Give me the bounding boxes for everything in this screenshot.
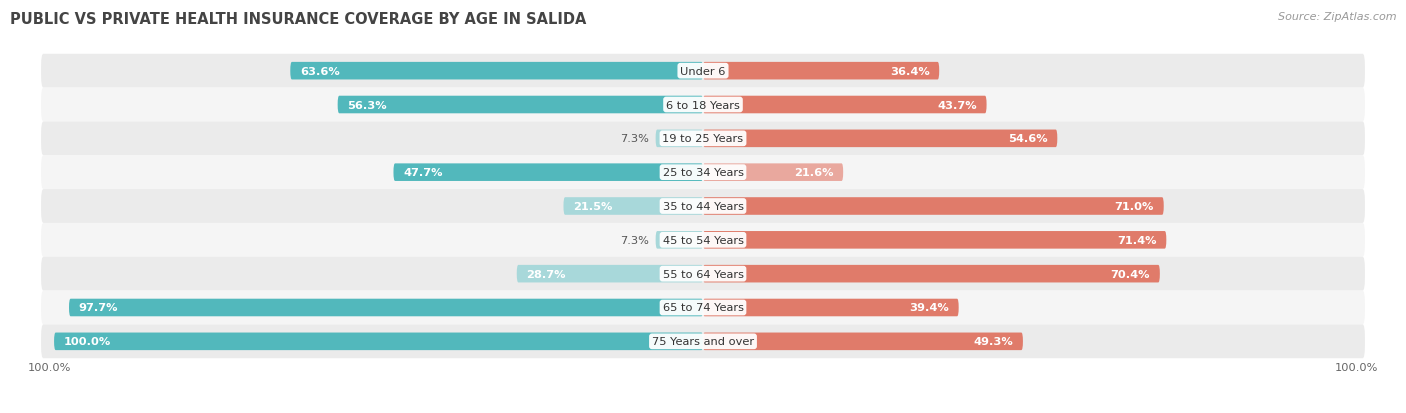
Text: 75 Years and over: 75 Years and over [652,337,754,347]
FancyBboxPatch shape [337,97,703,114]
Text: PUBLIC VS PRIVATE HEALTH INSURANCE COVERAGE BY AGE IN SALIDA: PUBLIC VS PRIVATE HEALTH INSURANCE COVER… [10,12,586,27]
Text: Under 6: Under 6 [681,66,725,76]
FancyBboxPatch shape [703,333,1024,350]
FancyBboxPatch shape [41,325,1365,358]
Text: 45 to 54 Years: 45 to 54 Years [662,235,744,245]
FancyBboxPatch shape [41,291,1365,325]
FancyBboxPatch shape [703,198,1164,215]
Text: 43.7%: 43.7% [938,100,977,110]
FancyBboxPatch shape [41,156,1365,190]
FancyBboxPatch shape [703,164,844,182]
Text: 70.4%: 70.4% [1111,269,1150,279]
Text: 54.6%: 54.6% [1008,134,1047,144]
FancyBboxPatch shape [41,257,1365,291]
FancyBboxPatch shape [41,190,1365,223]
Text: 71.0%: 71.0% [1115,202,1154,211]
FancyBboxPatch shape [41,55,1365,88]
Text: 49.3%: 49.3% [973,337,1014,347]
Text: 100.0%: 100.0% [1334,363,1378,373]
Text: 35 to 44 Years: 35 to 44 Years [662,202,744,211]
FancyBboxPatch shape [517,265,703,283]
FancyBboxPatch shape [290,63,703,80]
Text: 21.6%: 21.6% [794,168,834,178]
Text: 65 to 74 Years: 65 to 74 Years [662,303,744,313]
FancyBboxPatch shape [703,265,1160,283]
Text: Source: ZipAtlas.com: Source: ZipAtlas.com [1278,12,1396,22]
FancyBboxPatch shape [703,299,959,316]
FancyBboxPatch shape [703,63,939,80]
Text: 47.7%: 47.7% [404,168,443,178]
FancyBboxPatch shape [564,198,703,215]
Text: 100.0%: 100.0% [63,337,111,347]
Text: 56.3%: 56.3% [347,100,387,110]
FancyBboxPatch shape [655,130,703,148]
FancyBboxPatch shape [69,299,703,316]
FancyBboxPatch shape [703,231,1167,249]
Text: 100.0%: 100.0% [28,363,72,373]
Text: 7.3%: 7.3% [620,235,650,245]
Text: 63.6%: 63.6% [299,66,340,76]
Text: 28.7%: 28.7% [526,269,567,279]
FancyBboxPatch shape [703,97,987,114]
FancyBboxPatch shape [655,231,703,249]
Text: 6 to 18 Years: 6 to 18 Years [666,100,740,110]
FancyBboxPatch shape [394,164,703,182]
Text: 71.4%: 71.4% [1118,235,1157,245]
Text: 7.3%: 7.3% [620,134,650,144]
Text: 36.4%: 36.4% [890,66,929,76]
Text: 55 to 64 Years: 55 to 64 Years [662,269,744,279]
Text: 25 to 34 Years: 25 to 34 Years [662,168,744,178]
Text: 39.4%: 39.4% [910,303,949,313]
FancyBboxPatch shape [41,122,1365,156]
FancyBboxPatch shape [41,223,1365,257]
FancyBboxPatch shape [703,130,1057,148]
FancyBboxPatch shape [53,333,703,350]
Text: 19 to 25 Years: 19 to 25 Years [662,134,744,144]
Text: 97.7%: 97.7% [79,303,118,313]
Text: 21.5%: 21.5% [574,202,613,211]
FancyBboxPatch shape [41,88,1365,122]
